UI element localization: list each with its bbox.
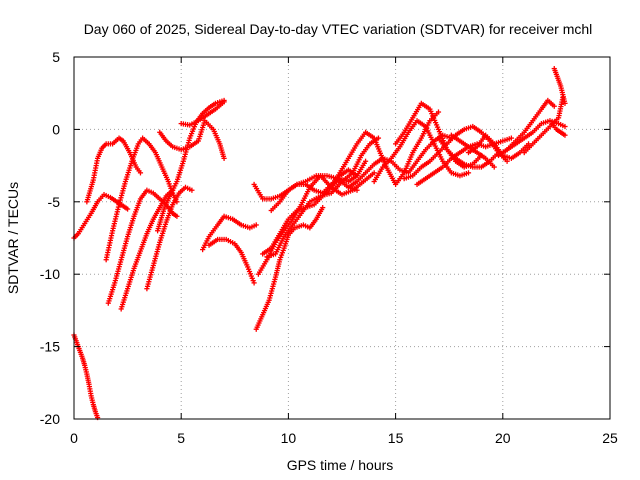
x-tick-label: 20	[495, 430, 511, 446]
data-point	[251, 280, 257, 286]
data-point	[465, 170, 472, 176]
data-point	[562, 123, 568, 130]
data-point	[562, 100, 568, 106]
y-tick-label: -20	[40, 411, 60, 427]
x-tick-label: 0	[70, 430, 78, 446]
axis-ticks: 0 5 10 15 20 25 -20 -15 -10 -5 0 5	[40, 49, 618, 446]
chart-title: Day 060 of 2025, Sidereal Day-to-day VTE…	[84, 21, 593, 37]
data-point	[562, 132, 568, 138]
plot-frame	[73, 56, 611, 420]
y-tick-label: 5	[52, 49, 60, 65]
data-points	[71, 65, 568, 421]
data-point	[354, 173, 360, 179]
x-tick-label: 15	[388, 430, 404, 446]
data-point	[253, 222, 259, 228]
x-tick-label: 25	[602, 430, 618, 446]
y-tick-label: 0	[52, 121, 60, 137]
data-point	[221, 155, 227, 161]
data-point	[320, 204, 326, 211]
data-point	[435, 109, 442, 115]
y-tick-label: -10	[40, 266, 60, 282]
data-point	[551, 103, 557, 109]
data-point	[371, 170, 377, 176]
data-point	[508, 135, 514, 141]
data-point	[221, 99, 227, 105]
data-point	[189, 187, 195, 193]
data-point	[125, 206, 131, 212]
y-axis-label: SDTVAR / TECUs	[5, 182, 21, 294]
grid	[74, 57, 610, 419]
data-point	[137, 170, 144, 176]
x-axis-label: GPS time / hours	[287, 457, 394, 473]
y-tick-label: -15	[40, 339, 60, 355]
x-tick-label: 10	[281, 430, 297, 446]
data-point	[504, 158, 510, 164]
data-point	[362, 158, 369, 164]
y-tick-label: -5	[48, 194, 61, 210]
data-point	[174, 213, 180, 219]
data-point	[491, 164, 497, 170]
x-tick-label: 5	[177, 430, 185, 446]
